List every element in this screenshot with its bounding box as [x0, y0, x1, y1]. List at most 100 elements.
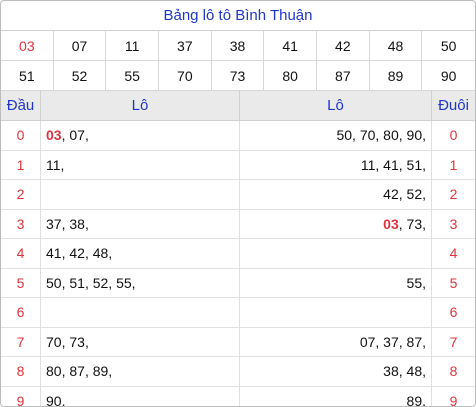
- row-duoi: 8: [432, 357, 475, 387]
- loto-number: 55: [116, 274, 132, 291]
- row-duoi: 7: [432, 328, 475, 357]
- row-lo-right: 55,: [240, 268, 432, 298]
- result-number: 41: [264, 31, 317, 61]
- row-lo-left: 90,: [41, 386, 240, 407]
- result-number: 80: [264, 61, 317, 91]
- loto-number: 51: [406, 156, 423, 173]
- loto-number: 11: [360, 156, 376, 173]
- table-title: Bảng lô tô Bình Thuận: [1, 1, 475, 31]
- loto-number: 87: [406, 333, 423, 350]
- result-number: 50: [422, 31, 475, 61]
- row-dau: 1: [1, 150, 41, 180]
- loto-number: 38: [69, 215, 85, 232]
- row-lo-right: 42, 52,: [240, 180, 432, 210]
- result-number: 51: [1, 61, 54, 91]
- result-numbers-grid: 03 07 11 37 38 41 42 48 50 51 52 55 70 73 80 87 89 90: [1, 31, 475, 91]
- row-lo-left: 50, 51, 52, 55,: [41, 268, 240, 298]
- result-number: 11: [106, 31, 159, 61]
- loto-number: 89: [406, 392, 423, 407]
- result-number: 73: [211, 61, 265, 91]
- row-duoi: 1: [432, 151, 475, 180]
- loto-number: 90: [46, 392, 62, 407]
- result-number: 48: [369, 31, 423, 61]
- loto-number: 90: [406, 127, 423, 143]
- result-number: 89: [369, 61, 423, 91]
- row-duoi: 2: [432, 180, 475, 210]
- result-number: 07: [53, 31, 107, 61]
- row-lo-left: 11,: [41, 150, 240, 180]
- row-dau: 8: [1, 357, 41, 387]
- result-number: 52: [53, 61, 107, 91]
- result-number: 70: [159, 61, 212, 91]
- loto-number: 41: [46, 245, 62, 261]
- row-dau: 2: [1, 180, 41, 210]
- loto-table: Đầu Lô Lô Đuôi 0 03, 07, 50, 70, 80, 90, …: [1, 91, 475, 407]
- row-lo-right: 11, 41, 51,: [240, 150, 432, 180]
- loto-number: 70: [359, 127, 376, 143]
- loto-number: 80: [46, 363, 62, 379]
- row-lo-left: 41, 42, 48,: [41, 239, 240, 269]
- loto-number: 80: [383, 127, 399, 143]
- loto-number: 11: [46, 156, 61, 173]
- row-lo-right: [240, 239, 432, 269]
- result-number: 03: [1, 31, 54, 61]
- header-dau: Đầu: [1, 91, 41, 121]
- row-lo-right: 38, 48,: [240, 357, 432, 387]
- header-duoi: Đuôi: [432, 91, 475, 121]
- row-dau: 5: [1, 268, 41, 298]
- loto-number: 41: [383, 156, 399, 173]
- row-lo-right: 07, 37, 87,: [240, 327, 432, 357]
- loto-number: 03: [46, 127, 62, 143]
- loto-number: 38: [383, 363, 399, 379]
- loto-number: 03: [383, 215, 399, 232]
- row-lo-right: 03, 73,: [240, 209, 432, 239]
- row-duoi: 5: [432, 269, 475, 298]
- header-lo-left: Lô: [41, 91, 240, 121]
- loto-number: 87: [69, 363, 85, 379]
- result-number: 38: [211, 31, 265, 61]
- row-lo-left: [41, 298, 240, 328]
- row-dau: 9: [1, 386, 41, 406]
- loto-number: 51: [69, 274, 85, 291]
- loto-number: 73: [406, 215, 423, 232]
- row-lo-left: 70, 73,: [41, 327, 240, 357]
- row-dau: 3: [1, 209, 41, 239]
- row-duoi: 3: [432, 210, 475, 239]
- row-dau: 4: [1, 239, 41, 269]
- result-number: 55: [106, 61, 159, 91]
- loto-number: 48: [92, 245, 109, 261]
- row-lo-right: 50, 70, 80, 90,: [240, 121, 432, 151]
- row-duoi: 6: [432, 298, 475, 328]
- loto-number: 42: [383, 186, 399, 202]
- loto-number: 07: [359, 333, 376, 350]
- row-dau: 0: [1, 121, 41, 151]
- result-number: 42: [317, 31, 370, 61]
- loto-number: 52: [406, 186, 423, 202]
- row-lo-right: 89,: [240, 386, 432, 407]
- result-number: 90: [422, 61, 475, 91]
- row-lo-left: 80, 87, 89,: [41, 357, 240, 387]
- row-lo-right: [240, 298, 432, 328]
- row-duoi: 0: [432, 121, 475, 151]
- loto-number: 52: [92, 274, 109, 291]
- row-dau: 7: [1, 327, 41, 357]
- loto-number: 48: [406, 363, 423, 379]
- loto-number: 70: [46, 333, 62, 350]
- loto-number: 37: [46, 215, 62, 232]
- loto-number: 73: [69, 333, 85, 350]
- row-lo-left: 37, 38,: [41, 209, 240, 239]
- loto-number: 42: [69, 245, 85, 261]
- row-lo-left: [41, 180, 240, 210]
- header-lo-right: Lô: [240, 91, 432, 121]
- row-dau: 6: [1, 298, 41, 328]
- loto-number: 55: [406, 274, 423, 291]
- loto-number: 50: [46, 274, 62, 291]
- loto-number: 89: [92, 363, 109, 379]
- result-number: 37: [159, 31, 212, 61]
- loto-number: 50: [336, 127, 353, 143]
- row-duoi: 9: [432, 387, 475, 407]
- result-number: 87: [317, 61, 370, 91]
- loto-number: 37: [383, 333, 399, 350]
- loto-number: 07: [69, 127, 85, 143]
